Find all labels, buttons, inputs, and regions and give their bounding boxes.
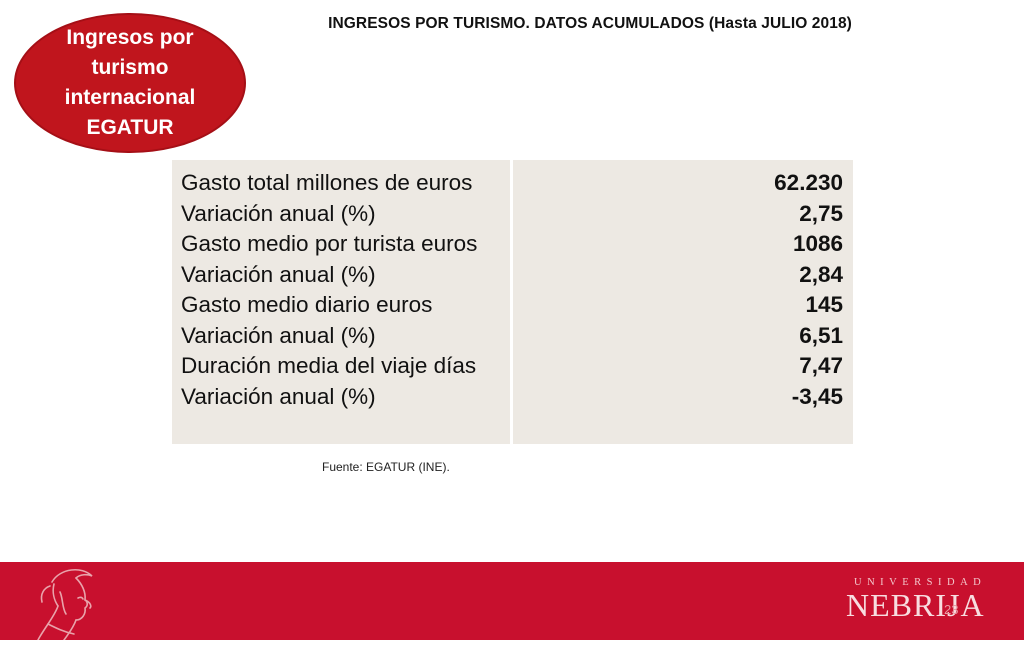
page-number: 23 [944,602,959,617]
row-value: 1086 [792,231,843,256]
row-label: Gasto total millones de euros [181,170,473,195]
row-label: Gasto medio diario euros [181,292,433,317]
university-label: UNIVERSIDAD [854,577,987,588]
row-value: 62.230 [774,170,843,195]
label-column: Gasto total millones de euros Variación … [172,160,510,444]
row-value: 145 [805,292,843,317]
row-label: Gasto medio por turista euros [181,231,478,256]
value-column: 62.230 2,75 1086 2,84 145 6,51 7,47 -3,4… [513,160,853,444]
row-value: -3,45 [791,383,843,409]
portrait-emblem-icon [30,562,110,641]
university-logo-name: NEBRIJA [846,587,985,623]
data-table: Gasto total millones de euros Variación … [172,160,853,444]
row-label: Variación anual (%) [181,200,376,226]
row-value: 6,51 [799,322,843,348]
row-label: Variación anual (%) [181,383,376,409]
footer-bar: UNIVERSIDAD NEBRIJA 23 [0,562,1024,641]
row-label: Variación anual (%) [181,261,376,287]
column-divider [510,160,513,444]
source-note: Fuente: EGATUR (INE). [322,460,450,474]
slide-title: INGRESOS POR TURISMO. DATOS ACUMULADOS (… [328,15,852,32]
row-value: 7,47 [799,353,843,378]
row-value: 2,75 [799,200,843,226]
topic-badge-text: Ingresos por turismo internacional EGATU… [64,26,196,139]
row-value: 2,84 [799,261,843,287]
row-label: Variación anual (%) [181,322,376,348]
row-label: Duración media del viaje días [181,353,477,378]
topic-badge: Ingresos por turismo internacional EGATU… [14,13,246,153]
